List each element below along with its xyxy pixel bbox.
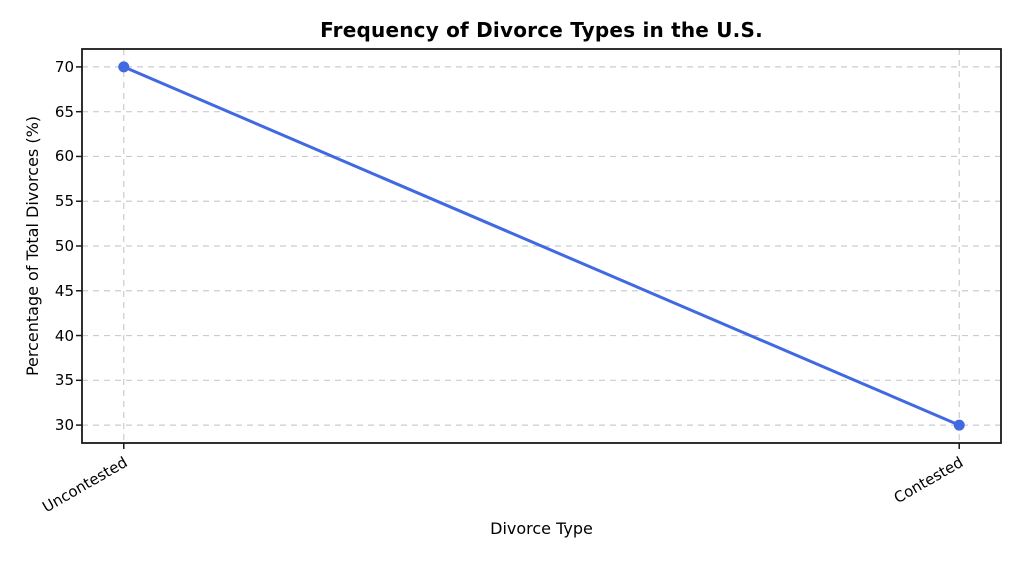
y-tick-label: 50 <box>54 237 74 255</box>
plot-area <box>76 48 1002 449</box>
y-tick-label: 65 <box>54 102 74 121</box>
y-tick-label: 60 <box>54 147 74 166</box>
x-tick-label: Contested <box>890 453 966 508</box>
chart-title: Frequency of Divorce Types in the U.S. <box>320 18 763 42</box>
x-axis-label: Divorce Type <box>490 519 593 538</box>
y-tick-label: 40 <box>54 326 74 345</box>
y-tick-label: 45 <box>54 281 74 300</box>
y-tick-label: 30 <box>54 416 74 435</box>
y-tick-label: 70 <box>54 57 74 76</box>
data-point <box>953 419 965 431</box>
data-line <box>122 65 961 427</box>
plot-border <box>81 48 1002 444</box>
x-tick-label: Uncontested <box>39 453 131 517</box>
y-tick-label: 35 <box>54 371 74 390</box>
data-point <box>118 61 130 73</box>
y-tick-label: 55 <box>54 192 74 211</box>
